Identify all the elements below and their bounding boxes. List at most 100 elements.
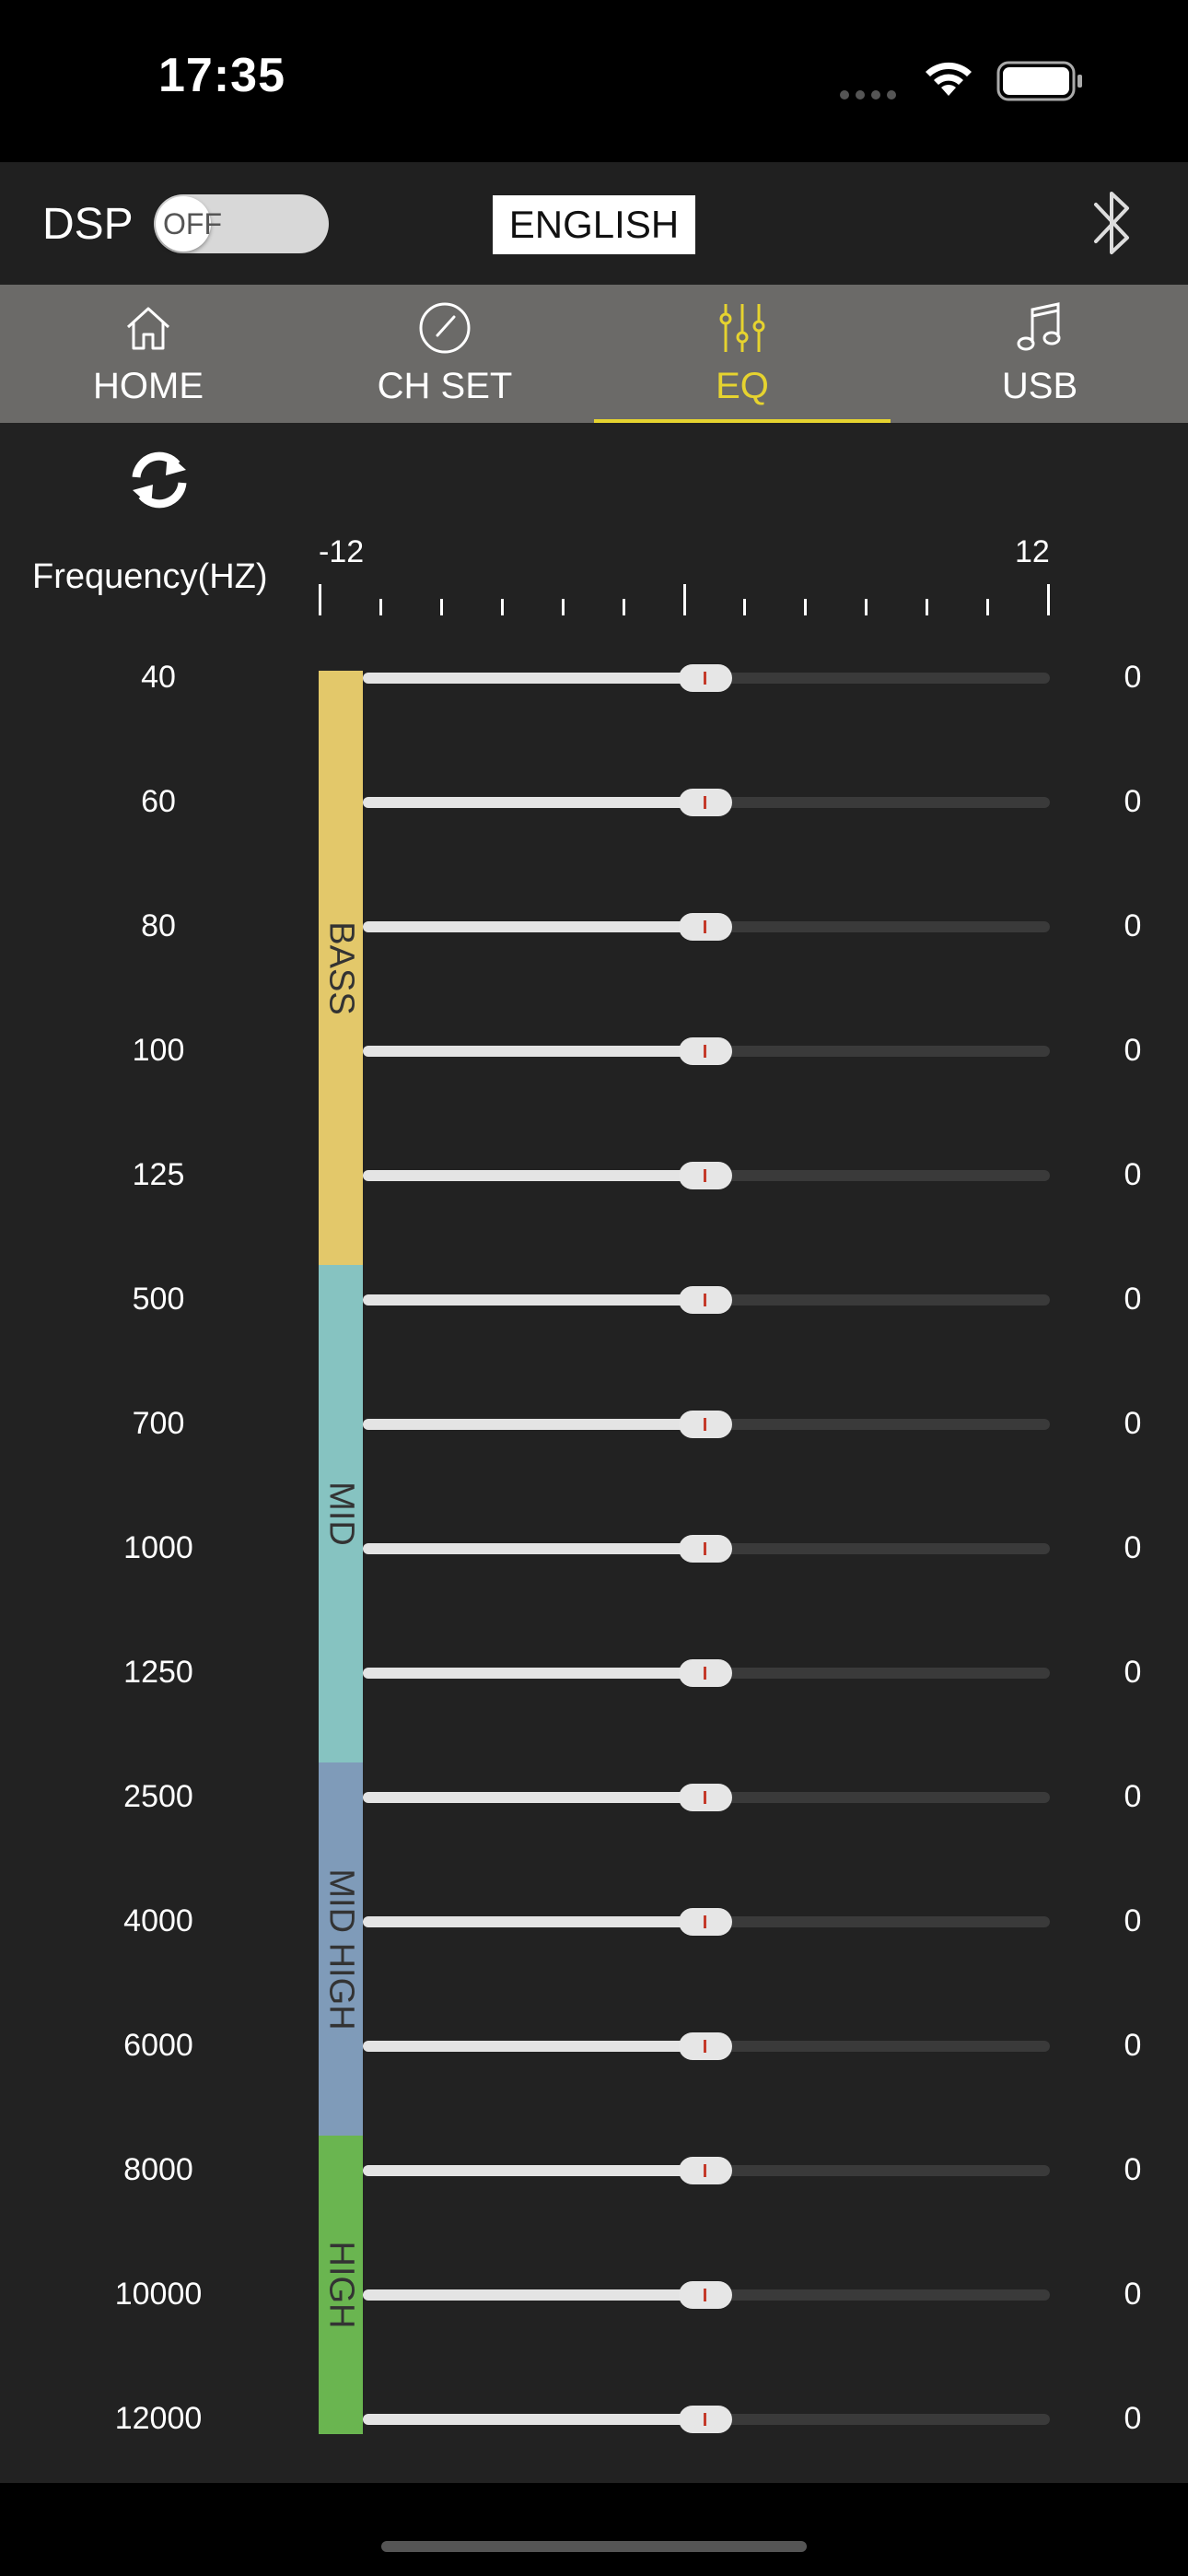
eq-slider-thumb[interactable]: [679, 1286, 732, 1314]
gain-value: 0: [1124, 1157, 1142, 1192]
thumb-marker: [704, 2289, 706, 2301]
scale-min-label: -12: [319, 534, 365, 569]
frequency-label: 1250: [123, 1655, 193, 1690]
eq-slider-fill: [363, 1294, 705, 1306]
tab-bar: HOME CH SET EQ USB: [0, 285, 1188, 423]
frequency-label: 125: [132, 1157, 185, 1192]
gain-value: 0: [1124, 1903, 1142, 1938]
band-label: MID HIGH: [321, 1868, 361, 2031]
eq-slider-fill: [363, 1792, 705, 1803]
frequency-label: 8000: [123, 2152, 193, 2187]
eq-slider-fill: [363, 1170, 705, 1181]
scale-max-label: 12: [1015, 534, 1050, 569]
tab-eq[interactable]: EQ: [594, 285, 891, 423]
gauge-icon: [297, 298, 593, 358]
thumb-marker: [704, 1791, 706, 1804]
gain-value: 0: [1124, 784, 1142, 819]
home-indicator: [381, 2541, 807, 2552]
cellular-signal-icon: [840, 88, 903, 104]
eq-panel: [0, 423, 1188, 2483]
thumb-marker: [704, 672, 706, 685]
toggle-knob: [156, 196, 211, 252]
tab-ch-set-label: CH SET: [377, 366, 513, 406]
scale-tick: [804, 599, 808, 615]
eq-slider-thumb[interactable]: [679, 2157, 732, 2184]
band-mid: MID: [319, 1265, 363, 1762]
dsp-toggle[interactable]: OFF: [154, 194, 329, 253]
tab-ch-set[interactable]: CH SET: [297, 285, 593, 423]
gain-value: 0: [1124, 908, 1142, 943]
tab-home[interactable]: HOME: [0, 285, 297, 423]
eq-slider-thumb[interactable]: [679, 1908, 732, 1936]
eq-slider-fill: [363, 2289, 705, 2301]
band-mid-high: MID HIGH: [319, 1762, 363, 2136]
scale-tick: [379, 599, 382, 615]
thumb-marker: [704, 1294, 706, 1306]
gain-value: 0: [1124, 1779, 1142, 1814]
eq-slider-thumb[interactable]: [679, 1037, 732, 1065]
home-icon: [0, 298, 297, 358]
band-high: HIGH: [319, 2136, 363, 2434]
gain-value: 0: [1124, 1530, 1142, 1565]
tab-eq-label: EQ: [716, 366, 769, 406]
eq-slider-fill: [363, 921, 705, 932]
scale-tick: [622, 599, 625, 615]
eq-slider-thumb[interactable]: [679, 2032, 732, 2060]
eq-slider-fill: [363, 2165, 705, 2176]
thumb-marker: [704, 2164, 706, 2177]
eq-slider-thumb[interactable]: [679, 1162, 732, 1189]
language-button[interactable]: ENGLISH: [493, 195, 695, 254]
frequency-label: 60: [141, 784, 176, 819]
gain-value: 0: [1124, 2277, 1142, 2312]
thumb-marker: [704, 1045, 706, 1058]
band-label: HIGH: [321, 2241, 361, 2329]
gain-value: 0: [1124, 1406, 1142, 1441]
eq-slider-thumb[interactable]: [679, 2281, 732, 2309]
thumb-marker: [704, 796, 706, 809]
bluetooth-icon[interactable]: [1085, 184, 1140, 266]
equalizer-icon: [594, 298, 891, 358]
scale-tick: [1047, 584, 1050, 615]
scale-tick: [865, 599, 868, 615]
eq-slider-thumb[interactable]: [679, 789, 732, 816]
dsp-label: DSP: [42, 200, 134, 249]
frequency-label: 40: [141, 660, 176, 695]
eq-slider-thumb[interactable]: [679, 2406, 732, 2433]
tab-home-label: HOME: [93, 366, 204, 406]
band-label: MID: [321, 1481, 361, 1546]
frequency-label: 12000: [114, 2401, 203, 2436]
scale-tick: [743, 599, 747, 615]
eq-slider-thumb[interactable]: [679, 1535, 732, 1563]
eq-slider-thumb[interactable]: [679, 913, 732, 941]
eq-slider-thumb[interactable]: [679, 1659, 732, 1687]
thumb-marker: [704, 2040, 706, 2053]
scale-tick: [926, 599, 929, 615]
scale-tick: [319, 584, 321, 615]
tab-usb[interactable]: USB: [891, 285, 1188, 423]
frequency-label: 100: [132, 1033, 185, 1068]
dsp-header: DSP OFF ENGLISH: [0, 162, 1188, 285]
scale-tick: [986, 599, 990, 615]
gain-value: 0: [1124, 2401, 1142, 2436]
gain-value: 0: [1124, 1282, 1142, 1317]
band-label: BASS: [321, 920, 361, 1015]
eq-slider-fill: [363, 1046, 705, 1057]
gain-value: 0: [1124, 2152, 1142, 2187]
reset-refresh-icon[interactable]: [127, 450, 192, 515]
thumb-marker: [704, 2413, 706, 2426]
frequency-label: 700: [132, 1406, 185, 1441]
eq-slider-thumb[interactable]: [679, 664, 732, 692]
gain-value: 0: [1124, 2028, 1142, 2063]
wifi-icon: [921, 57, 976, 102]
eq-slider-thumb[interactable]: [679, 1411, 732, 1438]
eq-slider-fill: [363, 1668, 705, 1679]
eq-slider-fill: [363, 1543, 705, 1554]
scale-tick: [500, 599, 504, 615]
eq-slider-thumb[interactable]: [679, 1784, 732, 1811]
frequency-label: 6000: [123, 2028, 193, 2063]
thumb-marker: [704, 1667, 706, 1680]
status-bar: 17:35: [0, 0, 1188, 162]
frequency-label: 1000: [123, 1530, 193, 1565]
eq-slider-fill: [363, 2041, 705, 2052]
frequency-label: 4000: [123, 1903, 193, 1938]
